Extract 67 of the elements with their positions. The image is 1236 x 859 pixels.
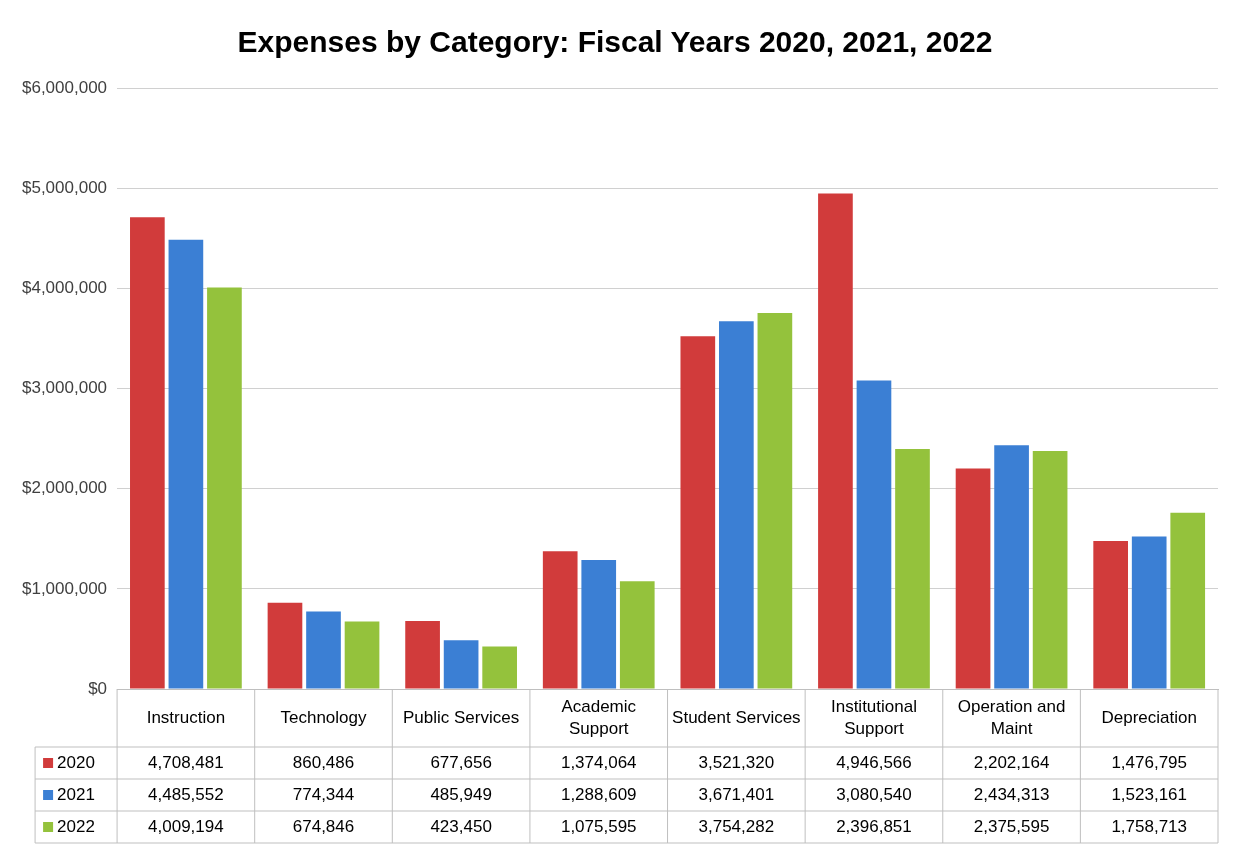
legend-label: 2020 (57, 752, 95, 772)
bar (757, 312, 793, 689)
x-tick-label: Institutional Support (830, 696, 917, 738)
data-label: 4,708,481 (148, 752, 224, 772)
y-tick-label: $4,000,000 (21, 278, 108, 298)
bar (130, 217, 165, 689)
data-label: 1,476,795 (1111, 752, 1188, 772)
data-label: 1,758,713 (1111, 816, 1188, 836)
data-label: 2,434,313 (973, 784, 1050, 804)
bar (719, 321, 754, 689)
bar (680, 336, 716, 689)
data-label: 4,009,194 (148, 816, 224, 836)
bar (1032, 451, 1068, 689)
data-label: 2,396,851 (836, 816, 912, 836)
bar (619, 581, 655, 689)
data-label: 774,344 (292, 784, 355, 804)
data-label: 3,080,540 (836, 784, 912, 804)
bar (405, 621, 440, 689)
y-tick-label: $5,000,000 (21, 177, 108, 197)
bar (344, 621, 380, 689)
data-label: 1,374,064 (560, 752, 637, 772)
data-label: 1,523,161 (1111, 784, 1188, 804)
bar (994, 445, 1029, 689)
data-label: 4,946,566 (836, 752, 912, 772)
data-label: 2,375,595 (973, 816, 1050, 836)
data-label: 674,846 (292, 816, 355, 836)
data-label: 3,521,320 (698, 752, 775, 772)
bar (542, 551, 578, 689)
y-tick-label: $2,000,000 (21, 478, 108, 498)
x-tick-label: Public Services (403, 707, 520, 727)
bar (168, 239, 204, 689)
data-label: 4,485,552 (148, 784, 224, 804)
bar (207, 287, 242, 689)
bar (1093, 541, 1128, 689)
data-label: 1,075,595 (560, 816, 637, 836)
bar (1131, 536, 1167, 689)
bar (581, 559, 617, 689)
data-label: 1,288,609 (560, 784, 637, 804)
x-tick-label: Instruction (146, 707, 226, 727)
data-label: 3,754,282 (698, 816, 775, 836)
legend-label: 2022 (57, 816, 95, 836)
data-label: 485,949 (430, 784, 492, 804)
data-label: 423,450 (430, 816, 492, 836)
bar (443, 640, 479, 689)
y-tick-label: $3,000,000 (21, 378, 108, 398)
data-label: 677,656 (430, 752, 492, 772)
y-tick-label: $1,000,000 (21, 578, 108, 598)
bar (955, 468, 991, 689)
bar (306, 611, 341, 689)
x-tick-label: Academic Support (561, 696, 637, 738)
bar (267, 602, 303, 689)
x-tick-label: Operation and Maint (957, 696, 1066, 738)
bar (895, 448, 930, 689)
bar (482, 646, 517, 689)
bar (1170, 512, 1206, 689)
y-tick-label: $0 (88, 678, 108, 698)
bar (856, 380, 892, 689)
x-tick-label: Technology (280, 707, 367, 727)
bar (818, 193, 853, 689)
y-tick-label: $6,000,000 (21, 77, 108, 97)
data-label: 3,671,401 (698, 784, 775, 804)
x-tick-label: Depreciation (1101, 707, 1197, 727)
data-label: 2,202,164 (973, 752, 1050, 772)
chart-title: Expenses by Category: Fiscal Years 2020, 2021, 2022 (237, 25, 993, 59)
x-tick-label: Student Services (672, 707, 801, 727)
data-label: 860,486 (292, 752, 355, 772)
legend-label: 2021 (57, 784, 95, 804)
